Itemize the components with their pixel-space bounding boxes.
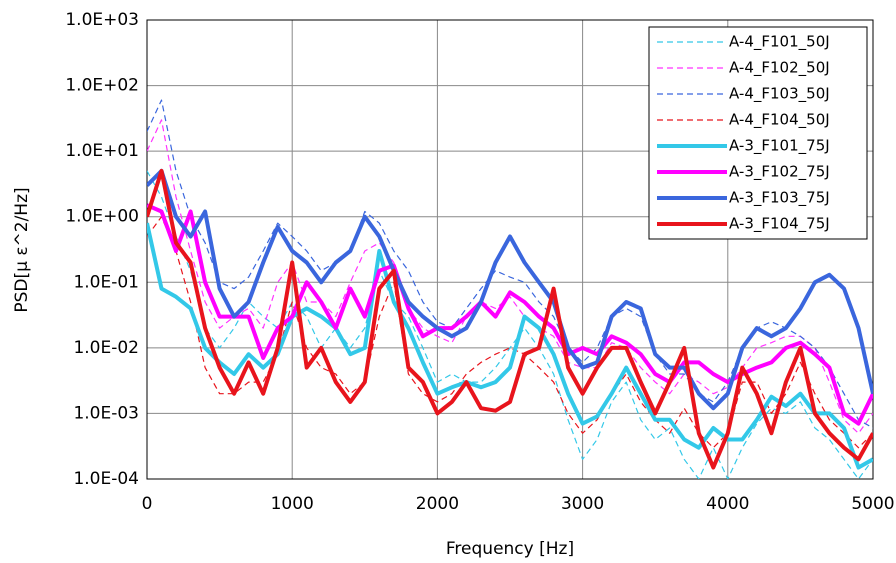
x-tick-label: 2000	[416, 494, 459, 514]
legend-box	[648, 26, 868, 240]
x-tick-label: 5000	[851, 494, 894, 514]
x-tick-label: 3000	[561, 494, 604, 514]
x-axis-label: Frequency [Hz]	[446, 539, 574, 559]
x-tick-label: 0	[142, 494, 153, 514]
legend-label: A-3_F103_75J	[729, 189, 830, 208]
series-line	[147, 222, 873, 470]
y-tick-label: 1.0E+02	[65, 76, 139, 96]
series-line	[147, 119, 873, 434]
series-line	[147, 168, 873, 411]
series-line	[147, 170, 873, 479]
plot-border	[146, 19, 874, 480]
y-tick-label: 1.0E-01	[73, 272, 139, 292]
legend-label: A-4_F102_50J	[729, 59, 830, 78]
legend-label: A-4_F104_50J	[729, 111, 830, 130]
legend-label: A-3_F104_75J	[729, 215, 830, 234]
legend-label: A-4_F103_50J	[729, 85, 830, 104]
legend-label: A-3_F101_75J	[729, 137, 830, 156]
legend-label: A-3_F102_75J	[729, 163, 830, 182]
legend-label: A-4_F101_50J	[729, 33, 830, 52]
series-line	[147, 203, 873, 426]
y-axis-label: PSD[μ ε^2/Hz]	[12, 187, 32, 312]
y-tick-label: 1.0E+03	[65, 10, 139, 30]
series-line	[147, 168, 873, 470]
y-tick-label: 1.0E+01	[65, 141, 139, 161]
y-tick-label: 1.0E-02	[73, 338, 139, 358]
y-tick-label: 1.0E-03	[73, 403, 139, 423]
x-tick-label: 1000	[271, 494, 314, 514]
x-tick-label: 4000	[706, 494, 749, 514]
y-tick-label: 1.0E-04	[73, 469, 139, 489]
y-tick-label: 1.0E+00	[65, 207, 139, 227]
